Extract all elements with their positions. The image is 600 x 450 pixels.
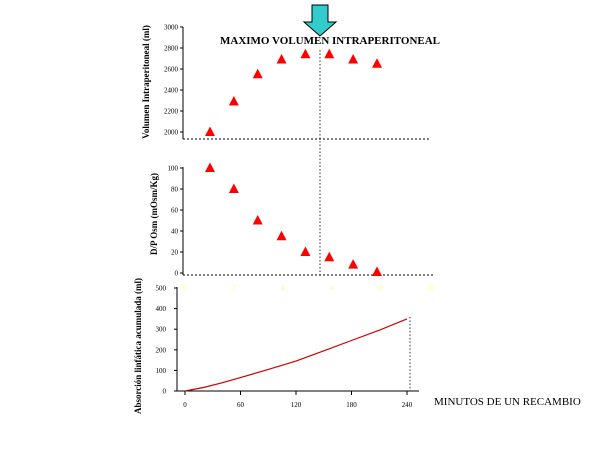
y-tick-label: 40 — [171, 228, 179, 236]
data-point-dp-osm — [276, 230, 287, 241]
chart-dp-osm: D/P Osm (mOsm/Kg) 0 20 40 60 80 100 0 2 4 6 8 10 — [149, 162, 435, 292]
data-point-dp-osm — [205, 162, 215, 172]
x-tick-label: 60 — [237, 401, 245, 409]
y-tick-label: 20 — [171, 249, 179, 257]
data-point-volume — [300, 48, 311, 59]
data-point-volume — [324, 48, 335, 59]
chart-title: MAXIMO VOLUMEN INTRAPERITONEAL — [220, 35, 440, 47]
y-axis-label-lymphatic: Absorción linfática acumulada (ml) — [133, 278, 143, 414]
x-tick-label: 240 — [402, 401, 413, 409]
y-tick-label: 500 — [156, 285, 167, 293]
y-tick-label: 2800 — [164, 45, 179, 53]
data-point-volume — [228, 96, 239, 106]
y-axis-label-dp-osm: D/P Osm (mOsm/Kg) — [149, 173, 159, 255]
data-point-dp-osm — [228, 183, 239, 193]
y-tick-label: 0 — [163, 388, 167, 396]
series-line-lymphatic — [184, 318, 408, 392]
y-tick-label: 3000 — [164, 24, 179, 32]
x-tick-label: 6 — [330, 284, 334, 292]
data-point-dp-osm — [324, 251, 335, 262]
x-tick-label: 4 — [281, 284, 285, 292]
y-tick-label: 80 — [171, 186, 179, 194]
x-axis-label-lymphatic: MINUTOS DE UN RECAMBIO — [434, 396, 581, 408]
y-tick-label: 100 — [156, 367, 167, 375]
data-point-dp-osm — [372, 266, 382, 276]
y-tick-label: 100 — [168, 165, 179, 173]
data-point-dp-osm — [348, 259, 359, 269]
y-tick-label: 2000 — [164, 129, 179, 137]
y-tick-label: 400 — [156, 305, 167, 313]
y-axis-label-volume: Volumen Intraperitoneal (ml) — [141, 25, 151, 139]
x-tick-label: 0 — [183, 401, 187, 409]
data-point-volume — [372, 58, 382, 68]
x-tick-label: 120 — [291, 401, 302, 409]
x-tick-label: 180 — [346, 401, 357, 409]
y-tick-label: 300 — [156, 326, 167, 334]
y-tick-label: 200 — [156, 346, 167, 354]
x-tick-label: 2 — [232, 284, 236, 292]
data-point-dp-osm — [252, 215, 263, 225]
data-point-volume — [276, 54, 287, 64]
y-tick-label: 0 — [175, 270, 179, 278]
y-tick-label: 60 — [171, 207, 179, 215]
y-tick-label: 2200 — [164, 108, 179, 116]
x-tick-label: 8 — [379, 284, 383, 292]
x-tick-label: 0 — [183, 284, 187, 292]
data-point-dp-osm — [300, 246, 311, 256]
data-point-volume — [348, 54, 359, 64]
data-point-volume — [252, 68, 263, 79]
data-point-volume — [205, 126, 215, 136]
y-tick-label: 2400 — [164, 87, 179, 95]
chart-lymphatic: Absorción linfática acumulada (ml) 01002… — [133, 278, 581, 414]
y-tick-label: 2600 — [164, 66, 179, 74]
down-arrow-icon — [302, 4, 338, 37]
x-tick-label: 10 — [427, 284, 435, 292]
chart-volume: MAXIMO VOLUMEN INTRAPERITONEAL Volumen I… — [141, 24, 440, 140]
